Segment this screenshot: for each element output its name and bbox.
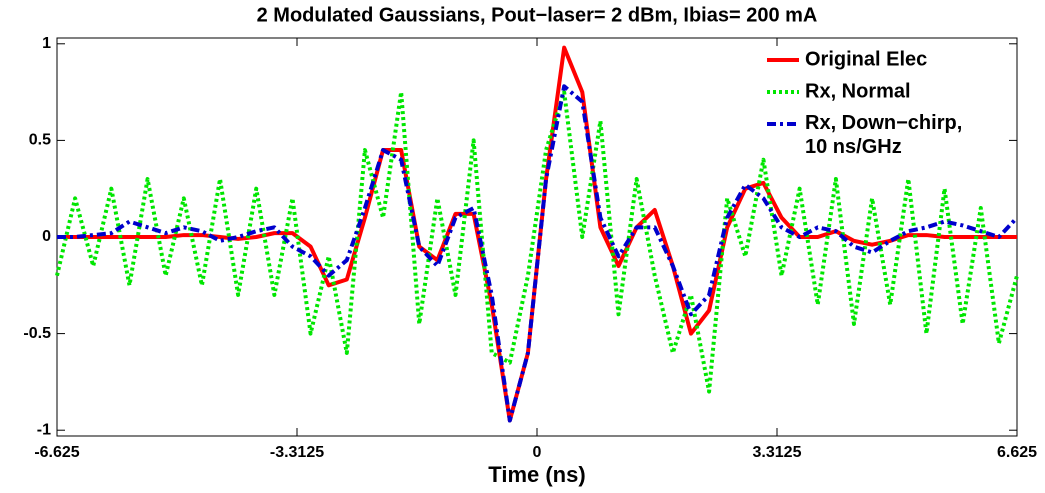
x-axis-label: Time (ns) (488, 462, 585, 487)
y-tick-label: -0.5 (23, 325, 51, 342)
legend-label: Original Elec (805, 48, 927, 70)
x-tick-label: 3.3125 (753, 444, 802, 461)
y-tick-label: -1 (37, 421, 51, 438)
legend-label: Rx, Normal (805, 80, 911, 102)
series-line (55, 90, 1019, 394)
x-tick-label: -6.625 (34, 444, 79, 461)
y-tick-label: 1 (42, 35, 51, 52)
chart-title: 2 Modulated Gaussians, Pout−laser= 2 dBm… (257, 4, 818, 26)
y-tick-label: 0 (42, 228, 51, 245)
x-tick-label: 0 (533, 444, 542, 461)
x-tick-label: -3.3125 (270, 444, 324, 461)
y-tick-label: 0.5 (29, 132, 51, 149)
series-line (57, 84, 1019, 423)
x-tick-label: 6.625 (997, 444, 1037, 461)
legend-label: Rx, Down−chirp, 10 ns/GHz (805, 112, 962, 158)
